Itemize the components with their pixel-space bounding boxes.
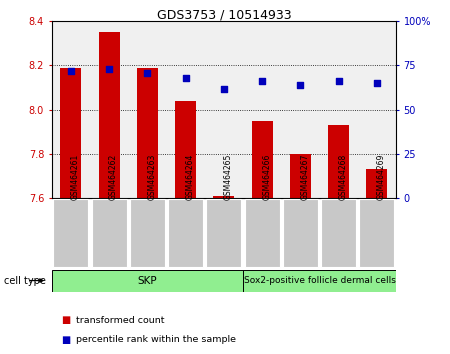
Bar [137,68,158,198]
FancyBboxPatch shape [359,199,395,267]
FancyBboxPatch shape [53,199,89,267]
Text: percentile rank within the sample: percentile rank within the sample [76,335,237,344]
Text: GSM464268: GSM464268 [338,154,347,200]
Text: SKP: SKP [138,275,157,286]
Text: GSM464264: GSM464264 [185,154,194,200]
Bar [328,125,349,198]
Text: ■: ■ [61,315,70,325]
Title: GDS3753 / 10514933: GDS3753 / 10514933 [157,8,291,21]
Text: GSM464269: GSM464269 [377,154,386,200]
Point [258,79,265,84]
Bar [366,170,387,198]
FancyBboxPatch shape [91,199,127,267]
Text: cell type: cell type [4,275,46,286]
Bar [290,154,311,198]
Text: GSM464263: GSM464263 [148,154,157,200]
FancyBboxPatch shape [130,199,165,267]
Point [182,75,189,81]
Bar [213,196,234,198]
Point [144,70,151,75]
Point [220,86,227,91]
FancyBboxPatch shape [321,199,356,267]
Point [374,80,381,86]
Bar [252,121,273,198]
Point [335,79,342,84]
Text: GSM464266: GSM464266 [262,154,271,200]
FancyBboxPatch shape [168,199,203,267]
Bar [175,101,196,198]
FancyBboxPatch shape [243,269,396,292]
Text: ■: ■ [61,335,70,345]
Bar [60,68,81,198]
Bar [99,32,120,198]
Text: transformed count: transformed count [76,316,165,325]
Text: Sox2-positive follicle dermal cells: Sox2-positive follicle dermal cells [243,276,396,285]
FancyBboxPatch shape [206,199,242,267]
Point [105,66,112,72]
Text: GSM464261: GSM464261 [71,154,80,200]
Text: GSM464265: GSM464265 [224,154,233,200]
Text: GSM464267: GSM464267 [301,154,310,200]
Text: GSM464262: GSM464262 [109,154,118,200]
FancyBboxPatch shape [283,199,318,267]
FancyBboxPatch shape [244,199,280,267]
FancyBboxPatch shape [52,269,243,292]
Point [68,68,75,74]
Point [297,82,304,88]
